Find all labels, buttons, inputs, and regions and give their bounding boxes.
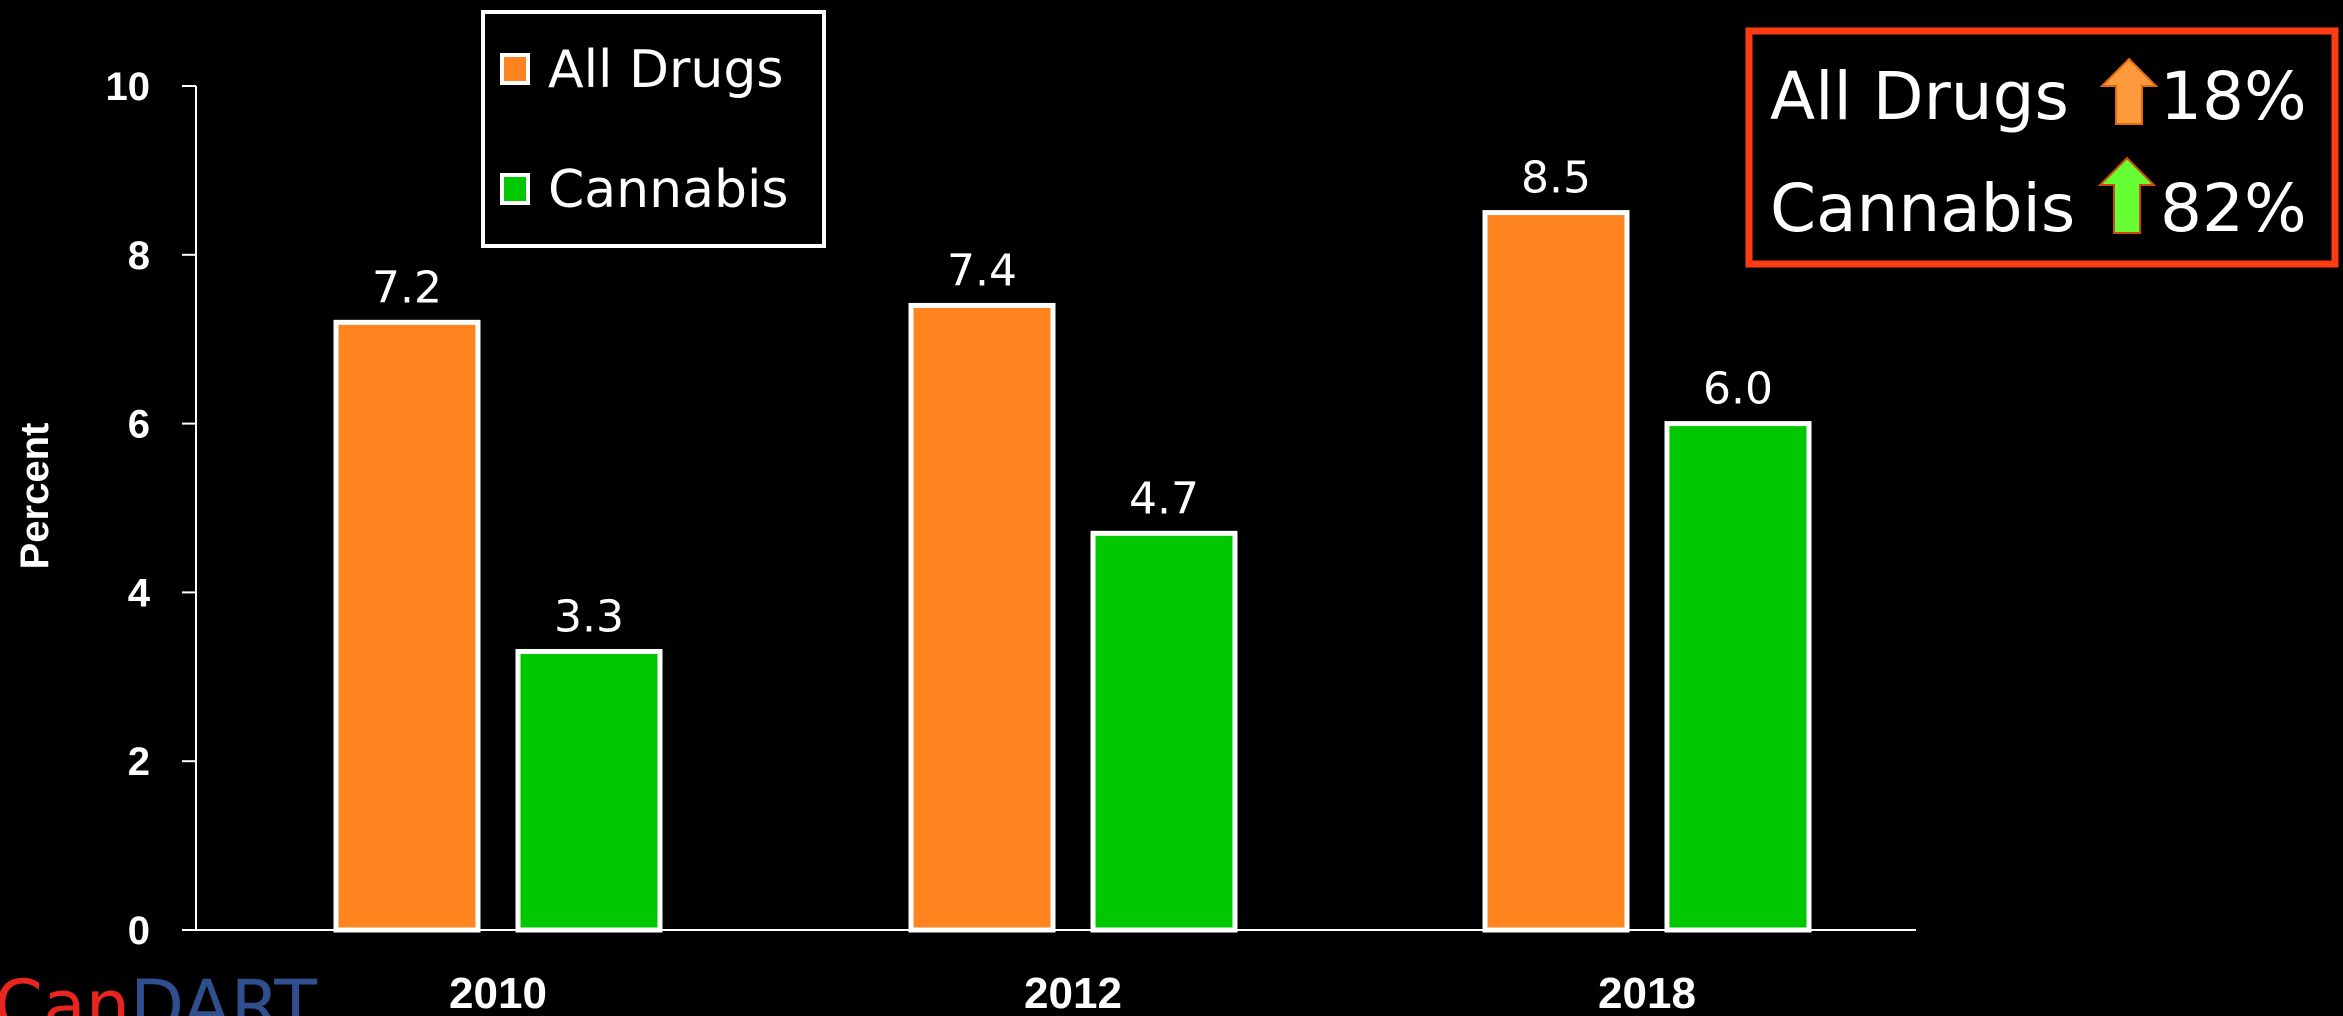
y-axis-title: Percent <box>13 423 57 570</box>
data-label-all-drugs-2010: 7.2 <box>372 262 442 313</box>
legend: All Drugs Cannabis <box>481 10 826 248</box>
bar-cannabis-2012 <box>1090 530 1238 933</box>
bar-cannabis-2018 <box>1664 421 1812 933</box>
data-label-cannabis-2012: 4.7 <box>1129 473 1199 524</box>
up-arrow-icon <box>2097 156 2157 234</box>
y-tick-label: 4 <box>128 571 151 615</box>
legend-label-cannabis: Cannabis <box>548 160 789 220</box>
x-category-label: 2012 <box>1024 969 1122 1016</box>
y-tick-label: 8 <box>128 234 150 278</box>
callout-frame <box>1745 27 2339 268</box>
callout-label-all-drugs: All Drugs <box>1770 58 2069 135</box>
legend-swatch-cannabis <box>500 173 530 205</box>
up-arrow-icon <box>2099 57 2159 125</box>
legend-label-all-drugs: All Drugs <box>548 40 783 100</box>
candart-logo: CanDART <box>0 965 317 1016</box>
change-callout: All Drugs 18% Cannabis 82% <box>1745 27 2339 268</box>
y-tick-label: 0 <box>128 909 150 953</box>
bar-all-drugs-2010 <box>333 319 481 933</box>
x-category-label: 2010 <box>449 969 547 1016</box>
y-tick-label: 10 <box>106 65 151 109</box>
data-label-cannabis-2010: 3.3 <box>554 591 624 642</box>
data-label-all-drugs-2018: 8.5 <box>1521 153 1591 204</box>
callout-value-all-drugs: 18% <box>2160 58 2307 135</box>
bar-cannabis-2010 <box>515 648 663 933</box>
callout-label-cannabis: Cannabis <box>1770 170 2075 247</box>
category-labels-group: 2010 2012 2018 <box>449 969 1696 1016</box>
data-label-all-drugs-2012: 7.4 <box>947 245 1017 296</box>
legend-swatch-all-drugs <box>500 53 530 85</box>
bars-group: 7.2 3.3 7.4 4.7 8.5 6.0 <box>333 153 1812 933</box>
data-label-cannabis-2018: 6.0 <box>1703 364 1773 415</box>
bar-all-drugs-2012 <box>908 302 1056 933</box>
y-tick-label: 6 <box>128 403 150 447</box>
logo-text-part2: DART <box>130 965 317 1016</box>
bar-all-drugs-2018 <box>1482 210 1630 933</box>
callout-value-cannabis: 82% <box>2160 170 2307 247</box>
x-category-label: 2018 <box>1598 969 1696 1016</box>
logo-text-part1: Can <box>0 965 130 1016</box>
y-tick-label: 2 <box>128 740 150 784</box>
y-ticks-group: 0 2 4 6 8 10 <box>106 65 196 953</box>
legend-frame <box>481 10 826 248</box>
